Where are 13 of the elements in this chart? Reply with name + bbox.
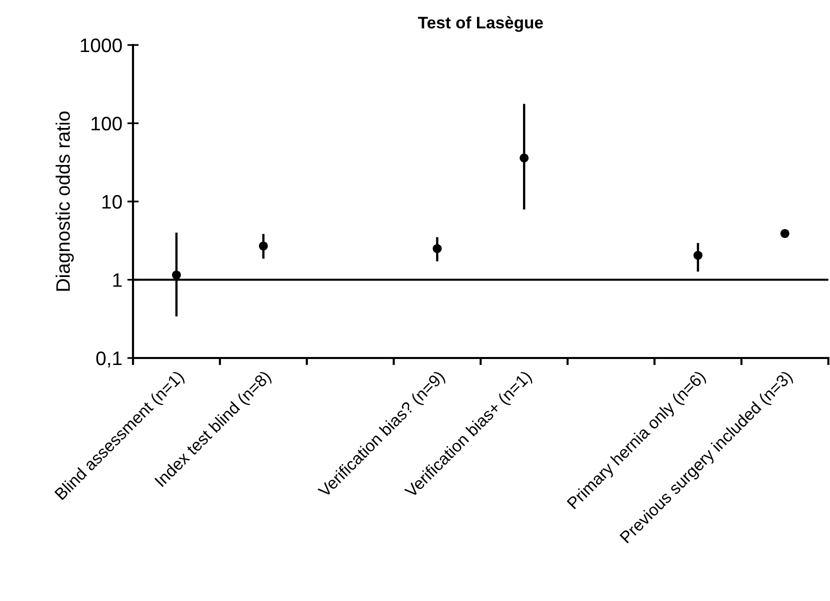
y-tick-label: 0,1	[96, 351, 122, 368]
point	[258, 241, 268, 251]
y-tick-label: 100	[92, 116, 122, 130]
chart-title: Test of Lasègue	[418, 16, 543, 32]
y-tick-label: 1000	[80, 38, 122, 52]
point	[520, 153, 529, 162]
point	[172, 270, 181, 280]
y-axis-title: Diagnostic odds ratio	[56, 112, 74, 291]
point	[432, 244, 442, 254]
y-tick-label: 1	[113, 273, 122, 287]
point	[693, 250, 702, 260]
y-tick-label: 10	[102, 194, 122, 209]
point	[780, 228, 790, 238]
